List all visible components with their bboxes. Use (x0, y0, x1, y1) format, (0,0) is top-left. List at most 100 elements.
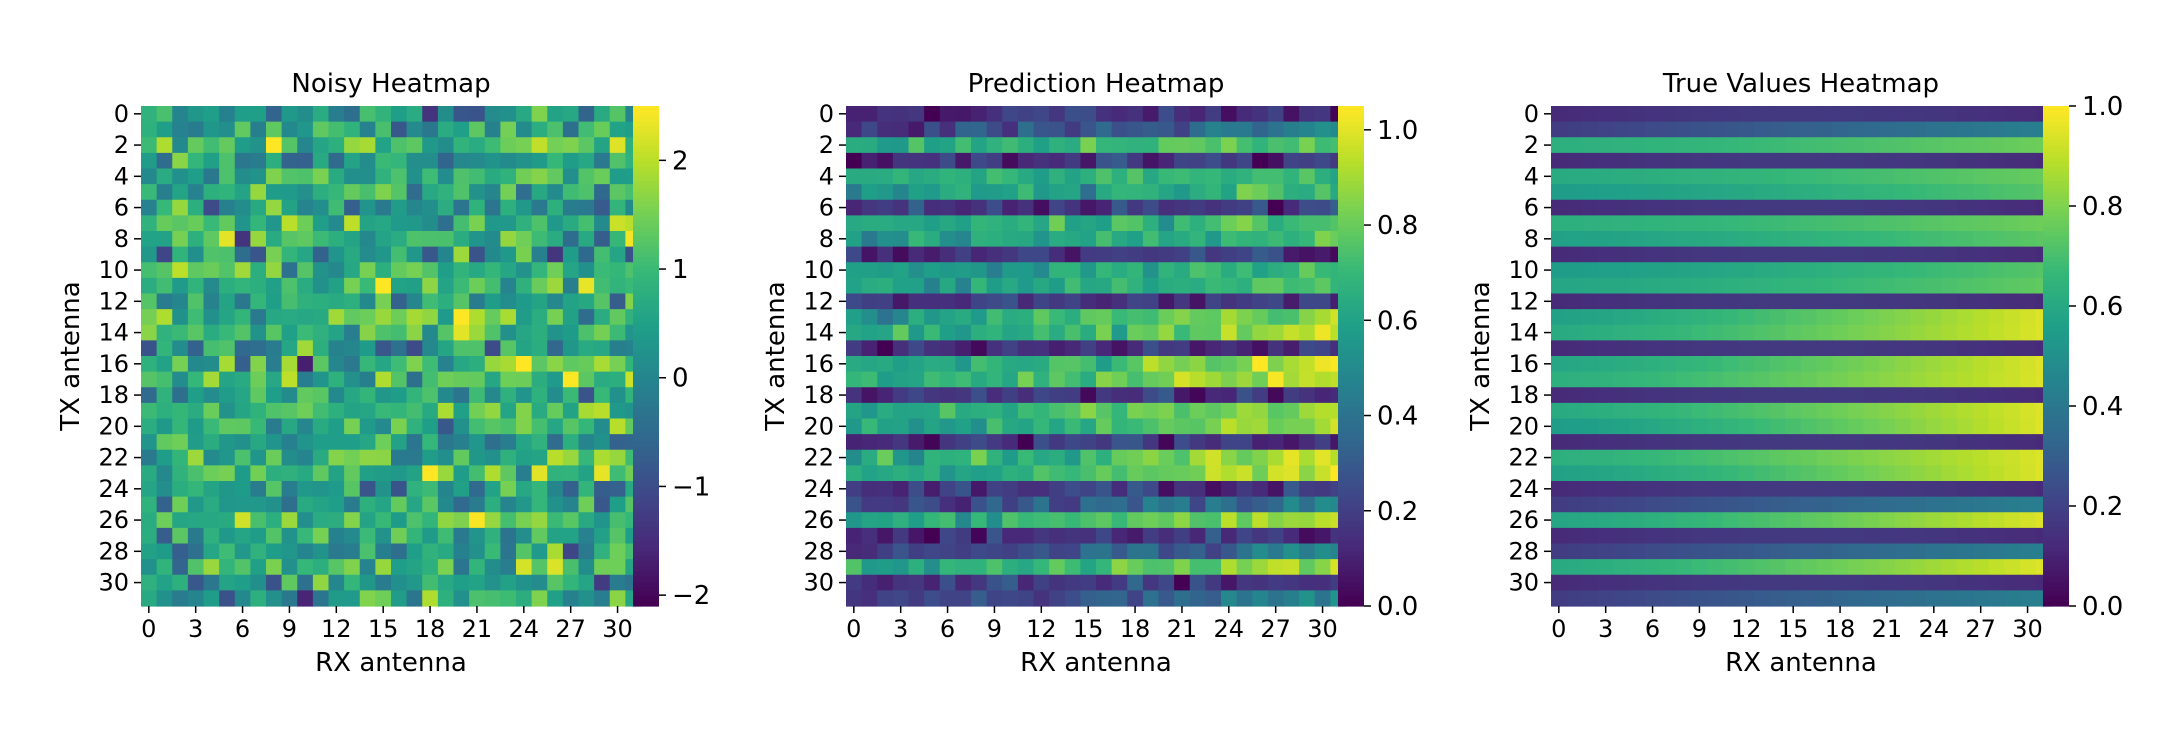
heatmap-cell (484, 309, 501, 326)
heatmap-cell (1205, 184, 1222, 201)
heatmap-cell (1080, 246, 1097, 263)
y-tick-label: 18 (803, 381, 834, 409)
heatmap-cell (2004, 371, 2021, 388)
heatmap-cell (281, 590, 298, 607)
heatmap-cell (562, 106, 580, 123)
heatmap-cell (908, 199, 925, 216)
heatmap-cell (297, 215, 314, 232)
heatmap-cell (1111, 231, 1128, 248)
heatmap-cell (1566, 356, 1583, 373)
heatmap-cell (1314, 184, 1331, 201)
heatmap-cell (1189, 246, 1206, 263)
heatmap-cell (266, 356, 283, 373)
heatmap-cell (1660, 434, 1677, 451)
heatmap-cell (908, 324, 925, 341)
heatmap-cell (1832, 574, 1849, 591)
x-tick-label: 3 (893, 615, 908, 643)
heatmap-cell (1033, 231, 1050, 248)
heatmap-cell (1111, 199, 1128, 216)
heatmap-cell (562, 246, 580, 263)
heatmap-cell (1707, 356, 1724, 373)
heatmap-cell (1582, 512, 1599, 529)
heatmap-cell (1002, 512, 1019, 529)
heatmap-cell (1644, 402, 1661, 420)
heatmap-cell (986, 106, 1003, 123)
heatmap-cell (562, 199, 580, 216)
heatmap-cell (1691, 434, 1708, 451)
heatmap-cell (1801, 106, 1818, 123)
heatmap-cell (939, 371, 956, 388)
heatmap-cell (2019, 121, 2036, 138)
heatmap-cell (453, 434, 470, 451)
heatmap-cell (1957, 262, 1974, 279)
heatmap-cell (1017, 277, 1035, 295)
heatmap-cell (219, 106, 236, 123)
heatmap-cell (1832, 481, 1849, 498)
heatmap-cell (250, 387, 267, 404)
heatmap-cell (266, 449, 283, 466)
heatmap-cell (1629, 543, 1646, 560)
heatmap-cell (547, 293, 564, 310)
heatmap-cell (406, 574, 423, 591)
heatmap-cell (1660, 293, 1677, 310)
y-axis-label: TX antenna (1466, 281, 1496, 431)
heatmap-cell (908, 262, 925, 279)
heatmap-cell (516, 590, 533, 607)
heatmap-cell (1832, 231, 1849, 248)
heatmap-cell (1644, 106, 1661, 123)
heatmap-cell (250, 574, 267, 591)
heatmap-cell (1957, 246, 1974, 263)
heatmap-cell (1707, 402, 1724, 420)
heatmap-cell (908, 527, 925, 545)
heatmap-cell (986, 231, 1003, 248)
heatmap-cell (516, 106, 533, 123)
heatmap-cell (578, 418, 595, 435)
heatmap-cell (1972, 496, 1990, 513)
heatmap-cell (1910, 277, 1927, 295)
heatmap-cell (1002, 121, 1019, 138)
heatmap-cell (1551, 574, 1568, 591)
heatmap-cell (484, 215, 501, 232)
heatmap-cell (250, 496, 267, 513)
heatmap-cell (375, 262, 392, 279)
heatmap-cell (1096, 543, 1113, 560)
heatmap-cell (1629, 121, 1646, 138)
heatmap-cell (1926, 449, 1943, 466)
colorbar-segment (633, 236, 659, 242)
heatmap-cell (1941, 371, 1958, 388)
heatmap-cell (1832, 262, 1849, 279)
heatmap-cell (1754, 434, 1771, 451)
colorbar-segment (2043, 496, 2069, 502)
heatmap-cell (594, 402, 611, 420)
heatmap-cell (1926, 527, 1943, 545)
heatmap-cell (172, 121, 189, 138)
heatmap-cell (391, 449, 408, 466)
heatmap-cell (1189, 574, 1206, 591)
heatmap-cell (1722, 590, 1740, 607)
heatmap-cell (1644, 215, 1661, 232)
heatmap-cell (1597, 324, 1615, 341)
heatmap-cell (1096, 152, 1113, 170)
heatmap-cell (1299, 559, 1316, 576)
y-tick-label: 24 (98, 475, 129, 503)
heatmap-cell (1707, 184, 1724, 201)
heatmap-cell (391, 231, 408, 248)
heatmap-cell (1205, 293, 1222, 310)
heatmap-cell (1910, 152, 1927, 170)
heatmap-cell (1769, 152, 1786, 170)
heatmap-cell (312, 371, 330, 388)
heatmap-cell (1629, 152, 1646, 170)
heatmap-cell (2019, 402, 2036, 420)
heatmap-cell (1879, 371, 1896, 388)
heatmap-cell (484, 106, 501, 123)
heatmap-cell (375, 231, 392, 248)
heatmap-cell (500, 434, 517, 451)
heatmap-cell (1832, 356, 1849, 373)
heatmap-cell (1127, 309, 1144, 326)
heatmap-cell (2004, 340, 2021, 357)
colorbar-segment (1338, 386, 1364, 392)
heatmap-cell (939, 465, 956, 482)
heatmap-cell (1785, 262, 1802, 279)
heatmap-cell (1847, 262, 1865, 279)
x-tick-label: 21 (1872, 615, 1903, 643)
